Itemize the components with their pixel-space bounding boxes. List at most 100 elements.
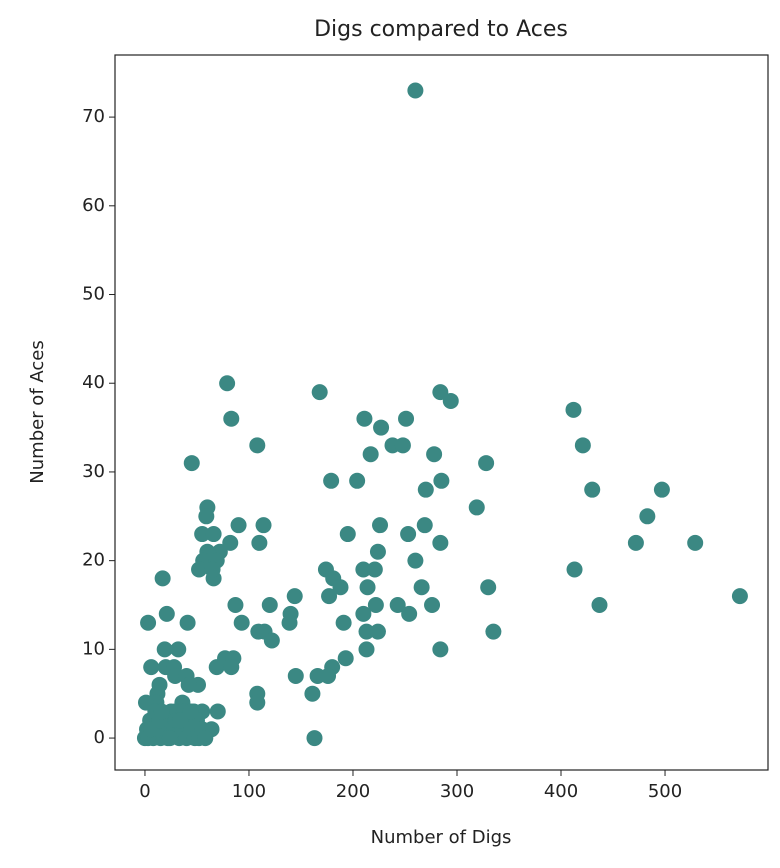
point (731, 588, 748, 605)
point (156, 641, 173, 658)
point (286, 588, 303, 605)
point (366, 561, 383, 578)
point (369, 623, 386, 640)
point (480, 579, 497, 596)
point (287, 667, 304, 684)
point (170, 641, 187, 658)
y-tick-label: 50 (82, 284, 105, 305)
point (306, 730, 323, 747)
point (407, 552, 424, 569)
point (400, 526, 417, 543)
point (223, 659, 240, 676)
point (263, 632, 280, 649)
point (249, 694, 266, 711)
point (153, 703, 170, 720)
y-axis-label: Number of Aces (27, 340, 48, 483)
point (372, 517, 389, 534)
point (233, 614, 250, 631)
point (574, 437, 591, 454)
point (154, 570, 171, 587)
point (172, 712, 189, 729)
point (413, 579, 430, 596)
point (566, 561, 583, 578)
point (362, 446, 379, 463)
point (249, 437, 266, 454)
point (143, 659, 160, 676)
point (565, 401, 582, 418)
x-tick-label: 400 (544, 781, 578, 802)
point (653, 481, 670, 498)
point (356, 410, 373, 427)
point (332, 579, 349, 596)
point (223, 410, 240, 427)
point (433, 472, 450, 489)
point (255, 517, 272, 534)
point (426, 446, 443, 463)
y-tick-label: 20 (82, 550, 105, 571)
x-axis-label: Number of Digs (371, 827, 512, 848)
point (398, 410, 415, 427)
y-tick-label: 0 (94, 727, 105, 748)
point (369, 543, 386, 560)
point (584, 481, 601, 498)
x-tick-label: 200 (336, 781, 370, 802)
point (183, 455, 200, 472)
point (416, 517, 433, 534)
y-tick-label: 10 (82, 638, 105, 659)
point (323, 472, 340, 489)
x-tick-label: 500 (648, 781, 682, 802)
point (389, 597, 406, 613)
y-tick-label: 60 (82, 195, 105, 216)
plot-frame (114, 54, 769, 771)
y-tick-label: 70 (82, 106, 105, 127)
point (407, 82, 424, 99)
chart-title: Digs compared to Aces (314, 17, 568, 42)
point (355, 561, 372, 578)
point (180, 676, 197, 693)
point (627, 534, 644, 551)
point (161, 730, 178, 747)
point (179, 614, 196, 631)
point (219, 375, 236, 392)
point (432, 641, 449, 658)
point (485, 623, 502, 640)
point (194, 526, 211, 543)
point (311, 384, 328, 401)
point (227, 597, 244, 613)
point (424, 597, 441, 613)
point (335, 614, 352, 631)
point (208, 659, 225, 676)
y-tick-label: 30 (82, 461, 105, 482)
point (478, 455, 495, 472)
point (304, 685, 321, 702)
point (158, 605, 175, 622)
point (468, 499, 485, 516)
point (373, 419, 390, 436)
x-tick-label: 300 (440, 781, 474, 802)
point (140, 614, 157, 631)
point (432, 534, 449, 551)
point (442, 392, 459, 409)
point (191, 561, 208, 578)
point (230, 517, 247, 534)
point (261, 597, 278, 613)
point (401, 605, 418, 622)
point (358, 623, 375, 640)
point (197, 730, 214, 747)
point (182, 703, 199, 720)
point (337, 650, 354, 667)
point (204, 561, 221, 578)
x-tick-label: 0 (139, 781, 150, 802)
point (320, 667, 337, 684)
point (321, 588, 338, 605)
point (349, 472, 366, 489)
point (394, 437, 411, 454)
point (281, 614, 298, 631)
point (209, 703, 226, 720)
point (359, 579, 376, 596)
y-tick-label: 40 (82, 372, 105, 393)
point (432, 384, 449, 401)
point (251, 534, 268, 551)
point (205, 526, 222, 543)
